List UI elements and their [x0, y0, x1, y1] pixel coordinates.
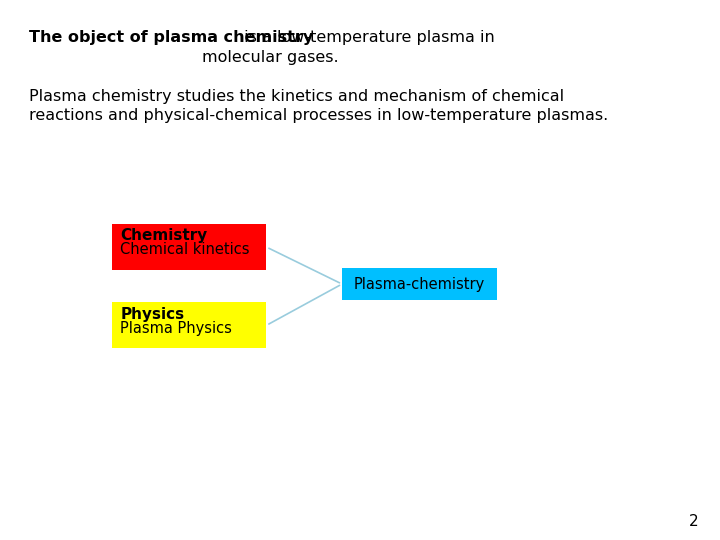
- FancyBboxPatch shape: [342, 268, 497, 300]
- Text: Physics: Physics: [120, 307, 184, 322]
- Text: Chemistry: Chemistry: [120, 228, 207, 244]
- FancyBboxPatch shape: [112, 302, 266, 348]
- Text: reactions and physical-chemical processes in low-temperature plasmas.: reactions and physical-chemical processe…: [29, 108, 608, 123]
- Text: Chemical kinetics: Chemical kinetics: [120, 242, 250, 257]
- Text: Plasma Physics: Plasma Physics: [120, 321, 232, 335]
- Text: The object of plasma chemistry: The object of plasma chemistry: [29, 30, 313, 45]
- FancyBboxPatch shape: [112, 224, 266, 270]
- Text: molecular gases.: molecular gases.: [202, 50, 338, 65]
- Text: Plasma-chemistry: Plasma-chemistry: [354, 276, 485, 292]
- Text: 2: 2: [689, 514, 698, 529]
- Text: is a low-temperature plasma in: is a low-temperature plasma in: [239, 30, 495, 45]
- Text: Plasma chemistry studies the kinetics and mechanism of chemical: Plasma chemistry studies the kinetics an…: [29, 89, 564, 104]
